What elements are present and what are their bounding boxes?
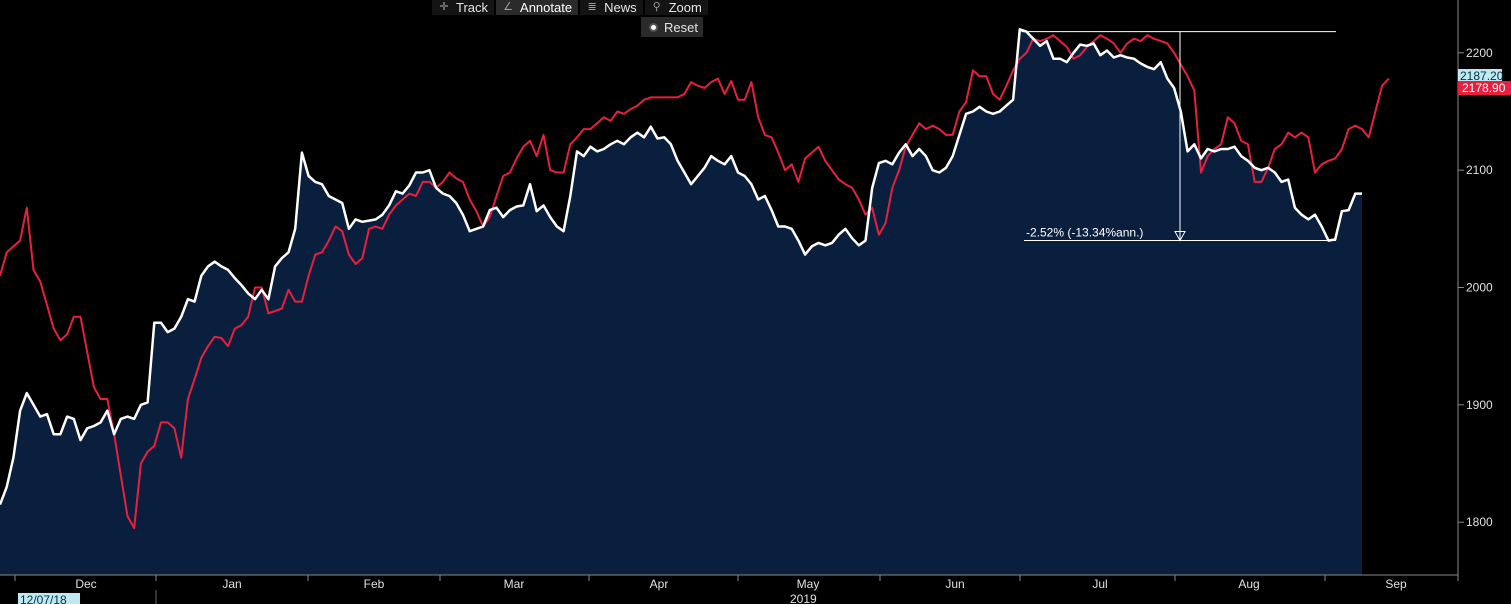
track-button[interactable]: ✛ Track — [432, 0, 495, 15]
red-value-tag-background — [1458, 81, 1511, 95]
annotation-label: -2.52% (-13.34%ann.) — [1026, 226, 1143, 240]
x-tick-label: Jan — [222, 577, 241, 591]
zoom-label: Zoom — [668, 0, 702, 15]
zoom-button[interactable]: ⚲ Zoom — [644, 0, 708, 15]
white-value-tag: 2187.20 — [1458, 69, 1504, 83]
y-tick-label: 2100 — [1466, 163, 1493, 177]
reset-label: Reset — [664, 19, 698, 35]
year-label: 2019 — [790, 592, 817, 604]
x-tick-label: Sep — [1385, 577, 1407, 591]
drawdown-annotation[interactable]: -2.52% (-13.34%ann.) — [1022, 31, 1336, 242]
track-label: Track — [456, 0, 489, 15]
y-tick-label: 1800 — [1466, 515, 1493, 529]
x-tick-label: Aug — [1238, 577, 1259, 591]
date-tag-background — [18, 593, 80, 604]
news-icon: ≣ — [587, 1, 597, 13]
red-value-tag: 2178.90 — [1458, 81, 1511, 95]
white-value-tag-text: 2187.20 — [1460, 69, 1504, 83]
reset-icon — [649, 22, 658, 32]
x-tick-label: Dec — [75, 577, 96, 591]
reset-button[interactable]: Reset — [641, 17, 703, 37]
x-tick-label: Feb — [364, 577, 385, 591]
pencil-icon: ∠ — [503, 1, 513, 13]
x-tick-label: Jul — [1092, 577, 1107, 591]
y-tick-label: 2000 — [1466, 281, 1493, 295]
y-tick-label: 1900 — [1466, 398, 1493, 412]
magnifier-icon: ⚲ — [652, 1, 661, 13]
red-series-line — [0, 34, 1390, 530]
x-tick-label: Mar — [504, 577, 525, 591]
white-value-tag-background — [1458, 69, 1502, 83]
annotate-label: Annotate — [520, 0, 573, 15]
date-tag: 12/07/18 — [20, 593, 67, 604]
x-tick-label: May — [797, 577, 820, 591]
x-axis-ticks: Dec Jan Feb Mar Apr May Jun Jul Aug Sep — [14, 575, 1459, 591]
white-series-area — [0, 29, 1362, 576]
white-series-line — [0, 28, 1362, 506]
x-tick-label: Jun — [945, 577, 964, 591]
chart-toolbar: ✛ Track ∠ Annotate ≣ News ⚲ Zoom — [432, 0, 708, 15]
news-button[interactable]: ≣ News — [580, 0, 643, 15]
annotation-arrow-icon — [1174, 231, 1186, 242]
red-value-tag-text: 2178.90 — [1462, 81, 1506, 95]
x-tick-label: Apr — [650, 577, 669, 591]
news-label: News — [604, 0, 637, 15]
annotate-button[interactable]: ∠ Annotate — [496, 0, 579, 15]
y-axis-ticks: 1800 1900 2000 2100 2200 — [1458, 46, 1493, 529]
crosshair-icon: ✛ — [439, 1, 449, 13]
y-tick-label: 2200 — [1466, 46, 1493, 60]
